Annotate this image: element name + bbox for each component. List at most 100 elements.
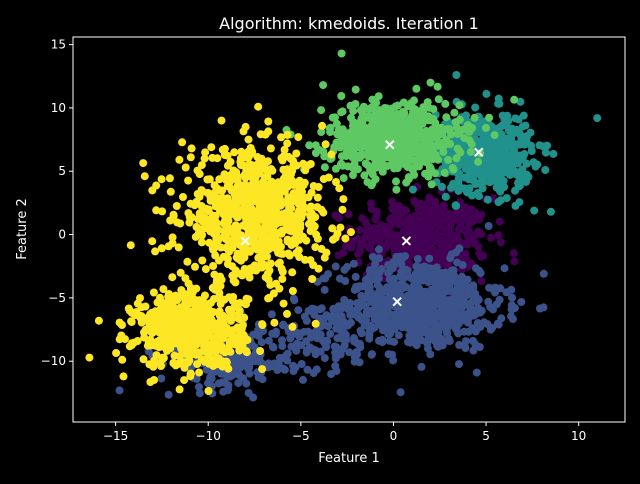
data-point [473,189,482,197]
data-point [419,230,428,238]
data-point [129,338,138,347]
data-point [367,236,376,245]
data-point [200,154,209,163]
data-point [302,337,311,346]
data-point [426,78,435,87]
data-point [201,148,210,157]
data-point [299,375,307,384]
data-point [263,252,271,261]
data-point [249,393,258,402]
data-point [226,157,235,166]
data-point [260,195,269,204]
data-point [328,224,337,233]
data-point [469,346,478,355]
data-point [439,316,448,325]
data-point [261,205,269,214]
data-point [486,172,495,181]
data-point [415,270,424,279]
data-point [195,368,204,377]
data-point [181,163,190,172]
data-point [184,358,192,367]
data-point [225,305,233,314]
data-point [593,114,602,123]
data-point [373,275,382,284]
data-point [222,357,231,366]
data-point [516,97,525,106]
data-point [271,330,280,338]
data-point [492,300,501,309]
data-point [176,219,185,228]
data-point [175,155,184,164]
data-point [362,142,371,151]
data-point [543,141,552,150]
data-point [327,150,336,159]
data-point [157,362,165,370]
data-point [422,298,431,307]
data-point [438,182,446,191]
data-point [168,233,177,242]
data-point [284,152,293,161]
data-point [453,130,462,138]
data-point [402,294,411,303]
data-point [514,171,523,180]
data-point [341,242,350,251]
data-point [274,248,283,257]
data-point [257,233,266,242]
data-point [232,228,241,237]
data-point [180,376,189,385]
data-point [517,298,526,306]
data-point [311,319,320,328]
data-point [197,355,206,364]
data-point [231,174,239,182]
data-point [332,178,340,186]
data-point [337,49,346,58]
data-point [432,299,441,308]
y-tick-label: 10 [51,101,66,115]
data-point [158,310,167,319]
data-point [500,264,509,273]
data-point [203,175,212,184]
data-point [438,269,446,277]
data-point [229,297,237,305]
data-point [376,145,385,154]
data-point [502,121,511,130]
data-point [140,333,149,342]
data-point [533,160,542,169]
data-point [210,285,219,294]
data-point [359,240,368,249]
data-point [267,165,276,173]
data-point [197,231,206,240]
data-point [221,215,230,224]
data-point [440,168,449,177]
data-point [266,259,275,268]
data-point [445,276,454,284]
data-point [264,117,273,126]
medoid-marker [401,236,412,246]
medoid-marker [240,236,250,246]
data-point [345,348,354,357]
data-point [176,268,185,277]
data-point [472,368,481,377]
data-point [247,204,256,213]
data-point [204,379,212,388]
data-point [220,321,229,330]
data-point [326,128,335,137]
data-point [258,263,267,272]
data-point [270,318,279,327]
data-point [466,229,475,238]
data-point [283,309,291,318]
data-point [520,140,529,149]
data-point [384,261,393,269]
data-point [321,274,330,283]
data-point [511,201,520,210]
cluster-2 [408,71,602,216]
data-point [213,202,222,211]
data-point [112,349,121,357]
y-tick-label: −10 [41,354,66,368]
data-point [386,291,395,300]
data-point [478,135,487,144]
data-point [157,374,166,383]
data-point [519,111,528,120]
data-point [408,185,417,194]
data-point [398,108,407,116]
